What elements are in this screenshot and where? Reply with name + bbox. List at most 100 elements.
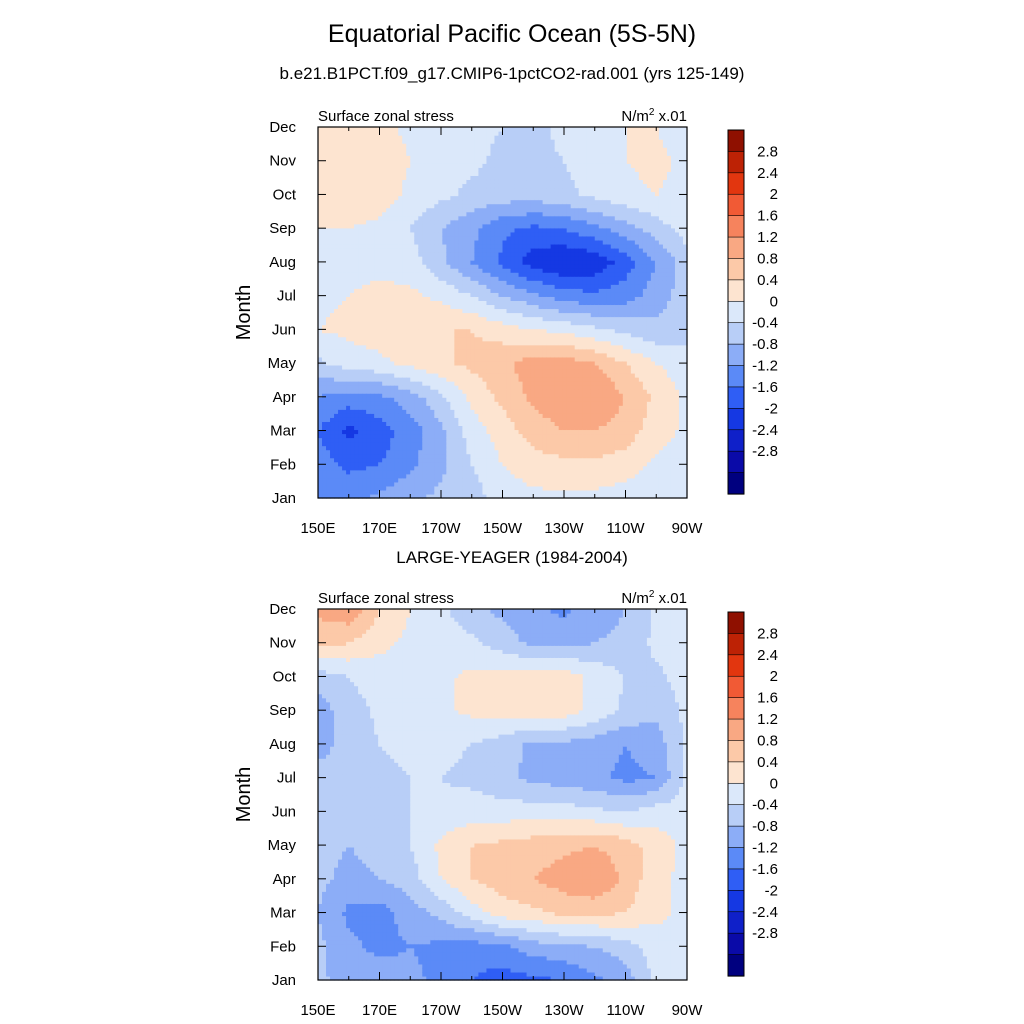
contour-cell [366,280,371,285]
contour-cell [482,413,488,418]
contour-cell [494,453,500,459]
contour-cell [394,385,399,390]
contour-cell [362,372,367,378]
contour-cell [362,385,367,390]
contour-cell [422,239,427,245]
contour-cell [466,457,472,463]
contour-cell [454,356,459,362]
contour-cell [430,227,435,233]
contour-cell [438,437,443,443]
contour-cell [366,413,371,418]
contour-cell [446,372,451,378]
contour-cell [458,276,463,281]
contour-cell [386,231,391,237]
contour-cell [522,332,528,338]
contour-cell [518,223,524,229]
contour-cell [418,183,423,189]
contour-cell [410,477,415,483]
contour-cell [474,155,480,160]
contour-cell [478,360,484,366]
contour-cell [486,199,492,205]
contour-cell [454,235,459,241]
contour-cell [474,368,480,374]
contour-cell [402,288,407,293]
contour-cell [494,155,500,160]
contour-cell [470,276,476,281]
contour-cell [398,163,403,168]
contour-cell [470,131,476,136]
contour-cell [514,405,520,410]
contour-cell [466,171,472,176]
contour-cell [510,441,516,447]
contour-cell [406,191,411,197]
contour-cell [482,131,488,136]
contour-cell [350,187,355,193]
contour-cell [510,393,516,398]
contour-cell [466,167,472,172]
contour-cell [402,260,407,265]
contour-cell [382,389,387,394]
contour-cell [450,199,455,205]
contour-cell [530,155,536,160]
contour-cell [466,256,472,261]
contour-cell [390,413,395,418]
contour-cell [438,175,443,181]
contour-cell [446,364,451,370]
contour-cell [494,381,500,386]
contour-cell [398,409,403,414]
contour-cell [326,389,331,394]
contour-cell [442,409,447,414]
contour-cell [502,445,508,451]
contour-cell [510,413,516,418]
contour-cell [486,231,492,237]
contour-cell [338,389,343,394]
contour-cell [522,465,528,471]
contour-cell [410,381,415,386]
contour-cell [506,485,512,491]
contour-cell [498,195,504,201]
contour-cell [378,219,383,225]
contour-cell [346,292,351,297]
contour-cell [338,239,343,245]
contour-cell [334,372,339,378]
contour-cell [470,175,476,181]
contour-cell [406,135,411,140]
contour-cell [414,211,419,217]
contour-cell [530,489,536,495]
contour-cell [510,336,516,342]
contour-cell [386,493,391,499]
contour-cell [454,219,459,225]
contour-cell [494,348,500,354]
contour-cell [390,393,395,398]
contour-cell [370,187,375,193]
contour-cell [478,308,484,314]
contour-cell [366,215,371,221]
contour-cell [474,324,480,330]
contour-cell [442,389,447,394]
contour-cell [486,453,492,459]
contour-cell [394,183,399,189]
contour-cell [462,312,467,318]
contour-cell [382,247,387,253]
contour-cell [466,473,472,479]
contour-cell [522,304,528,310]
contour-cell [482,227,488,233]
contour-cell [406,377,411,382]
contour-cell [402,397,407,402]
contour-cell [394,179,399,185]
contour-cell [410,385,415,390]
contour-cell [406,143,411,148]
contour-cell [462,336,467,342]
contour-cell [394,344,399,350]
contour-cell [522,139,528,144]
contour-cell [526,336,532,342]
contour-cell [426,284,431,289]
contour-cell [482,167,488,172]
contour-cell [518,243,524,249]
contour-cell [378,155,383,160]
contour-cell [406,235,411,241]
contour-cell [346,381,351,386]
contour-cell [346,449,351,455]
contour-cell [458,429,463,435]
contour-cell [382,139,387,144]
